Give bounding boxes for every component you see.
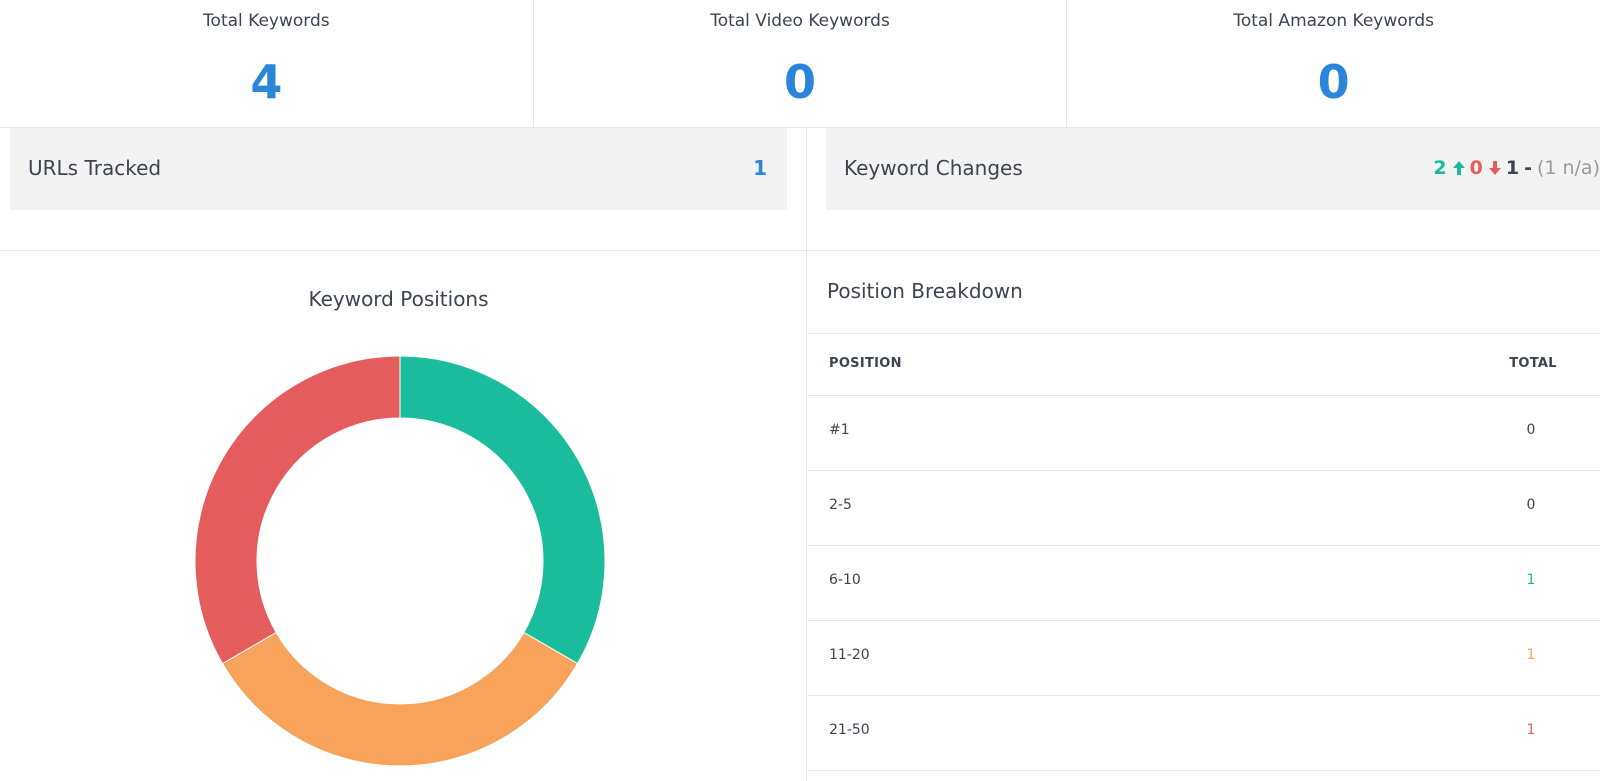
stat-label: Total Video Keywords (710, 11, 890, 31)
stat-value: 4 (250, 55, 283, 109)
urls-tracked-value[interactable]: 1 (753, 156, 767, 180)
table-row: 21-50 1 (808, 696, 1600, 771)
table-row: 6-10 1 (808, 546, 1600, 621)
column-header-position: POSITION (829, 356, 902, 371)
stats-row: Total Keywords 4 Total Video Keywords 0 … (0, 0, 1600, 128)
position-breakdown-title: Position Breakdown (827, 279, 1023, 303)
row-position: 21-50 (829, 722, 870, 738)
stat-card-total-video-keywords: Total Video Keywords 0 (534, 0, 1068, 127)
section-divider-horizontal (0, 250, 1600, 251)
position-breakdown-table: POSITION TOTAL #1 0 2-5 0 6-10 1 11-20 1… (808, 333, 1600, 771)
donut-slice-21-50[interactable] (195, 356, 401, 665)
keyword-changes-label: Keyword Changes (844, 156, 1023, 180)
donut-slice-6-10[interactable] (399, 356, 605, 665)
arrow-down-icon (1488, 161, 1501, 175)
keyword-positions-donut-chart (195, 356, 605, 766)
stat-value: 0 (1317, 55, 1350, 109)
urls-tracked-label: URLs Tracked (28, 156, 162, 180)
chart-title: Keyword Positions (308, 287, 489, 311)
table-header: POSITION TOTAL (808, 333, 1600, 396)
row-position: 2-5 (829, 497, 852, 513)
row-total: 1 (1526, 722, 1536, 738)
stat-value: 0 (784, 55, 817, 109)
column-header-total: TOTAL (1509, 356, 1557, 371)
row-total: 1 (1526, 572, 1536, 588)
changes-separator: - (1524, 157, 1532, 179)
keyword-changes-summary: 2 0 1 - (1 n/a) (1433, 157, 1600, 179)
row-total: 0 (1526, 422, 1536, 438)
row-position: 6-10 (829, 572, 861, 588)
arrow-up-icon (1452, 161, 1465, 175)
changes-na: (1 n/a) (1536, 157, 1600, 179)
section-divider-vertical (806, 127, 807, 781)
changes-same-count: 1 (1505, 157, 1520, 179)
stat-card-total-amazon-keywords: Total Amazon Keywords 0 (1067, 0, 1600, 127)
row-position: 11-20 (829, 647, 870, 663)
row-total: 0 (1526, 497, 1536, 513)
donut-slice-11-20[interactable] (221, 631, 579, 767)
urls-tracked-box: URLs Tracked 1 (10, 128, 787, 210)
changes-up-count: 2 (1433, 157, 1447, 179)
table-row: #1 0 (808, 396, 1600, 471)
changes-down-count: 0 (1469, 157, 1483, 179)
stat-label: Total Keywords (203, 11, 330, 31)
table-row: 11-20 1 (808, 621, 1600, 696)
table-row: 2-5 0 (808, 471, 1600, 546)
stat-card-total-keywords: Total Keywords 4 (0, 0, 534, 127)
row-total: 1 (1526, 647, 1536, 663)
stat-label: Total Amazon Keywords (1233, 11, 1435, 31)
row-position: #1 (829, 422, 850, 438)
keyword-changes-box: Keyword Changes 2 0 1 - (1 n/a) (826, 128, 1600, 210)
